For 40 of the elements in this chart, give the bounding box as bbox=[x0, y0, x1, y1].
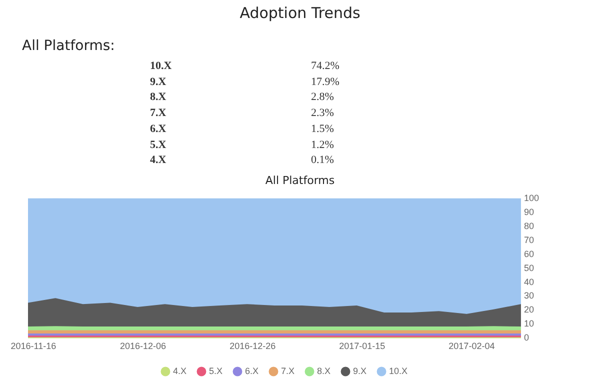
y-tick-label: 30 bbox=[524, 290, 534, 301]
y-tick-label: 0 bbox=[524, 332, 529, 343]
legend-label: 7.X bbox=[280, 366, 295, 376]
legend-label: 5.X bbox=[208, 366, 222, 376]
text: 1.5% bbox=[311, 122, 334, 135]
y-tick-label: 10 bbox=[524, 318, 534, 329]
y-tick-label: 20 bbox=[524, 304, 534, 315]
text: 6.X bbox=[150, 122, 166, 135]
text: 9.X bbox=[150, 76, 166, 88]
x-tick-label: 2016-12-26 bbox=[230, 341, 276, 352]
legend-label: 6.X bbox=[244, 366, 258, 376]
y-tick-label: 100 bbox=[524, 192, 540, 203]
text: 5.X bbox=[150, 138, 166, 150]
y-tick-label: 90 bbox=[524, 206, 534, 217]
y-tick-label: 80 bbox=[524, 220, 534, 231]
text: 0.1% bbox=[311, 154, 334, 166]
text: 7.X bbox=[150, 107, 166, 120]
y-tick-label: 70 bbox=[524, 234, 534, 245]
x-tick-label: 2017-02-04 bbox=[448, 341, 495, 352]
text: 2.3% bbox=[311, 107, 334, 120]
legend-label: 9.X bbox=[353, 366, 367, 376]
text: 4.X bbox=[150, 154, 166, 166]
text: 10.X bbox=[150, 60, 172, 72]
text: All Platforms bbox=[264, 174, 336, 187]
y-tick-label: 60 bbox=[524, 248, 534, 259]
chart-title: Adoption Trends bbox=[238, 4, 362, 22]
text: 74.2% bbox=[311, 60, 340, 72]
text: 8.X bbox=[150, 91, 166, 104]
x-tick-label: 2016-12-06 bbox=[120, 341, 166, 352]
x-tick-label: 2017-01-15 bbox=[339, 341, 386, 352]
legend-label: 10.X bbox=[389, 366, 408, 376]
chart-subtitle: All Platforms: bbox=[22, 38, 115, 54]
x-tick-label: 2016-11-16 bbox=[10, 341, 56, 352]
text: 1.2% bbox=[311, 138, 334, 150]
y-tick-label: 50 bbox=[524, 262, 534, 273]
text: 2.8% bbox=[311, 91, 334, 104]
text: 17.9% bbox=[311, 76, 340, 88]
legend-label: 8.X bbox=[317, 366, 331, 376]
legend-label: 4.X bbox=[172, 366, 186, 376]
y-tick-label: 40 bbox=[524, 276, 534, 287]
